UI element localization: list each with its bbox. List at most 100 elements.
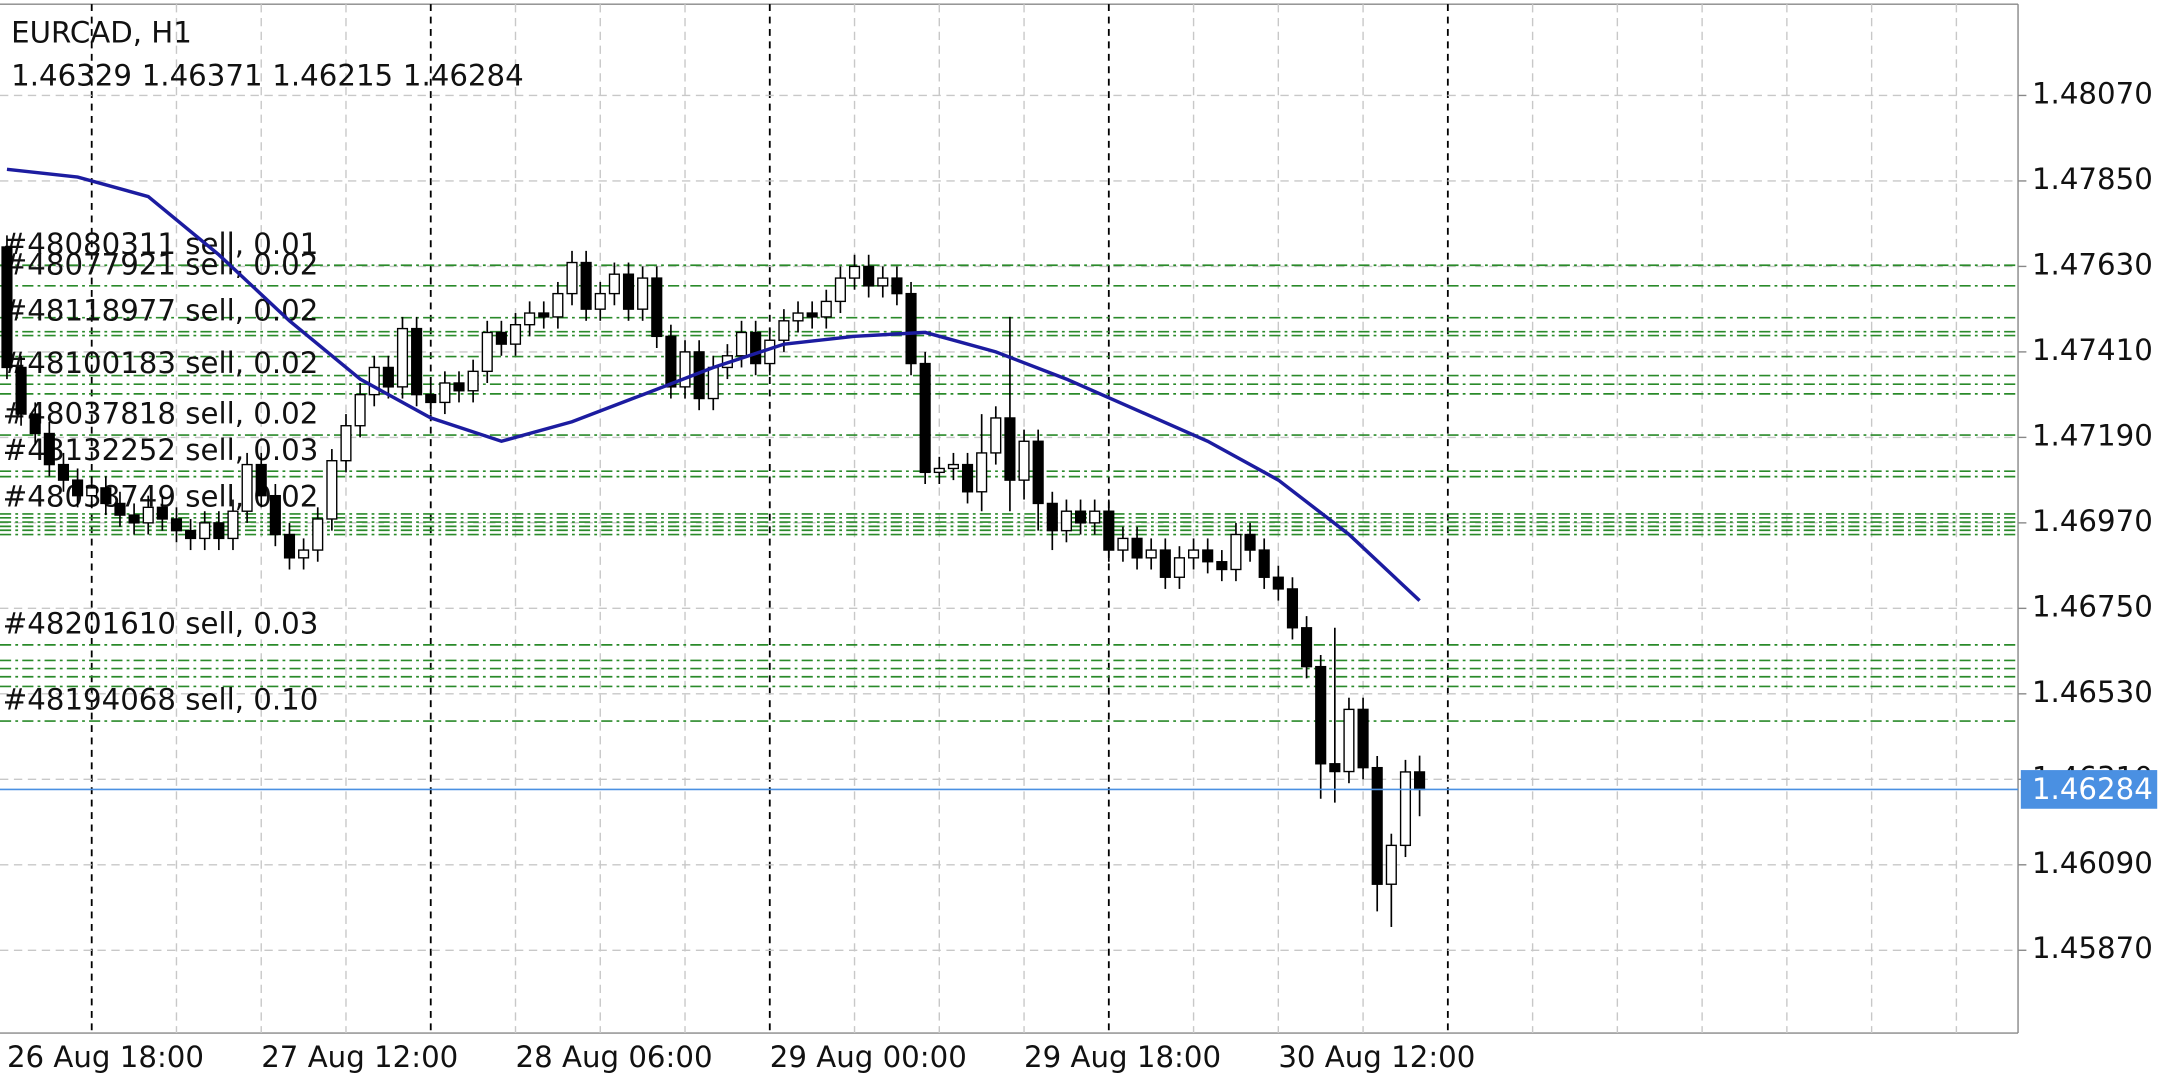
candle-body [1272, 576, 1284, 590]
candle-body [283, 533, 296, 559]
candle-body [877, 277, 889, 287]
candle-body [1385, 844, 1397, 885]
moving-average [6, 167, 1421, 602]
x-tick-label: 29 Aug 00:00 [770, 1040, 967, 1074]
y-tick-label: 1.46090 [2032, 846, 2153, 880]
current-price-box [2020, 770, 2158, 809]
ohlc-value: 1.46329 [11, 58, 132, 92]
candle-body [1117, 537, 1129, 551]
order-label: #48037818 sell, 0.02 [3, 397, 319, 431]
candle-body [1301, 627, 1313, 668]
candle-body [1244, 533, 1256, 551]
candle-body [1145, 549, 1157, 559]
candle-body [86, 487, 98, 497]
ohlc-readout: 1.46329 1.46371 1.46215 1.46284 [11, 58, 524, 92]
candle-body [481, 331, 493, 373]
candle-body [792, 312, 804, 322]
candle-body [750, 331, 762, 365]
candle-body [933, 467, 945, 474]
candle-body [1399, 771, 1412, 847]
candle-body [637, 277, 649, 310]
order-label: #48194068 sell, 0.10 [3, 683, 319, 717]
candle-body [848, 265, 861, 279]
candle-body [651, 277, 663, 338]
x-tick-label: 29 Aug 18:00 [1024, 1040, 1221, 1074]
overlay: 1.48070 1.47850 1.47630 1.47410 1.47190 1.469… [0, 77, 2158, 1074]
candle-body [1202, 549, 1214, 563]
candle-body [43, 432, 55, 466]
candle-body [707, 366, 719, 400]
candle-body [919, 362, 931, 474]
candle-body [1018, 440, 1030, 481]
order-label: #48201610 sell, 0.03 [3, 607, 319, 641]
candle-body [227, 510, 239, 540]
y-tick-label: 1.47850 [2032, 162, 2153, 196]
candle-body [340, 425, 352, 462]
x-tick-label: 26 Aug 18:00 [7, 1040, 204, 1074]
order-label: #48080311 sell, 0.01 [3, 227, 319, 261]
candle-body [1230, 533, 1242, 571]
candle-body [905, 292, 917, 365]
y-tick-label: 1.47190 [2032, 418, 2153, 452]
order-label: #48132252 sell, 0.03 [3, 433, 319, 467]
y-tick-label: 1.46970 [2032, 504, 2153, 538]
ohlc-value: 1.46284 [403, 58, 524, 92]
current-price-label: 1.46284 [2032, 772, 2153, 806]
candle-body [15, 366, 27, 415]
candle-body [1, 246, 13, 369]
candle-body [467, 370, 479, 392]
candle-body [764, 339, 776, 365]
candle-body [1258, 549, 1270, 578]
candle-body [538, 312, 550, 318]
candle-body [312, 518, 324, 551]
candle-body [213, 522, 225, 540]
symbol-title: EURCAD, H1 [11, 16, 192, 50]
candle-body [57, 463, 70, 481]
y-tick-label: 1.45870 [2032, 931, 2153, 965]
order-label: #48118977 sell, 0.02 [3, 293, 319, 327]
candle-body [453, 382, 465, 392]
candle-body [947, 463, 959, 470]
candle-body [1357, 708, 1369, 769]
candle-body [834, 277, 846, 303]
candle-body [806, 312, 818, 318]
candle-body [778, 320, 790, 341]
candle-body [1187, 549, 1200, 559]
candles [1, 235, 1426, 927]
candle-body [1074, 510, 1087, 524]
candle-body [1315, 665, 1327, 765]
y-tick-label: 1.46530 [2032, 675, 2153, 709]
candle-body [608, 273, 620, 295]
candle-body [679, 351, 691, 388]
ohlc-value: 1.46371 [142, 58, 263, 92]
candle-body [735, 331, 748, 357]
candle-body [1103, 510, 1115, 551]
candle-body [524, 312, 536, 326]
candle-body [580, 261, 592, 310]
candle-body [1089, 510, 1101, 524]
candle-body [128, 514, 140, 524]
candle-body [368, 366, 380, 396]
candle-body [142, 506, 154, 524]
x-tick-label: 28 Aug 06:00 [516, 1040, 713, 1074]
candle-body [156, 506, 168, 520]
candle-body [552, 292, 564, 318]
candle-body [1046, 502, 1058, 532]
candle-body [976, 452, 988, 493]
candle-body [961, 463, 974, 493]
candle-body [185, 529, 197, 540]
y-tick-label: 1.48070 [2032, 77, 2153, 111]
candle-body [1131, 537, 1143, 559]
candle-body [509, 324, 522, 345]
candle-body [199, 522, 211, 540]
x-tick-label: 30 Aug 12:00 [1278, 1040, 1475, 1074]
candle-body [665, 335, 677, 388]
candle-body [439, 382, 451, 404]
candle-body [1286, 588, 1299, 629]
candle-body [411, 327, 423, 396]
y-tick-label: 1.47630 [2032, 247, 2153, 281]
candle-body [1173, 557, 1186, 578]
